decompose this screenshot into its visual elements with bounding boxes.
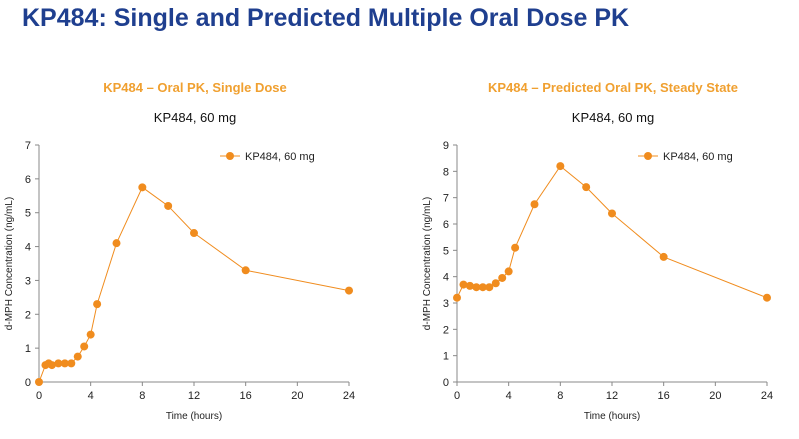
data-point [478,283,487,292]
x-tick-label: 4 [506,390,512,402]
x-axis-label: Time (hours) [166,411,222,422]
slide-title: KP484: Single and Predicted Multiple Ora… [22,4,630,32]
y-tick-label: 4 [443,272,449,284]
data-point [485,283,494,292]
y-axis-label: d-MPH Concentration (ng/mL) [422,197,433,330]
y-tick-label: 7 [25,140,31,152]
data-point [345,286,353,295]
legend-marker [226,152,234,160]
y-tick-label: 9 [443,140,449,152]
data-point [511,243,520,252]
data-point [530,200,539,209]
y-tick-label: 4 [25,242,31,254]
x-tick-label: 12 [188,390,200,402]
x-axis-label: Time (hours) [584,411,640,422]
x-tick-label: 4 [88,390,94,402]
data-point [504,267,513,276]
y-tick-label: 3 [25,275,31,287]
data-point [73,352,82,361]
legend-label: KP484, 60 mg [663,151,733,163]
x-tick-label: 16 [658,390,670,402]
y-tick-label: 5 [443,245,449,257]
x-tick-label: 20 [709,390,721,402]
data-point [35,378,43,386]
data-point [86,330,95,339]
y-tick-label: 1 [25,343,31,355]
data-point [80,342,89,351]
data-point [582,183,591,192]
data-point [54,359,63,368]
data-point [608,209,616,218]
y-tick-label: 6 [25,174,31,186]
data-point [190,229,198,238]
data-point [763,293,771,302]
y-tick-label: 1 [443,351,449,363]
data-point [241,266,250,275]
panel-title: KP484 – Oral PK, Single Dose [103,80,287,95]
data-point [47,361,56,370]
y-tick-label: 6 [443,219,449,231]
x-tick-label: 8 [557,390,563,402]
x-tick-label: 12 [606,390,618,402]
data-point [498,273,507,282]
data-point [67,359,76,368]
data-point [138,183,147,192]
y-tick-label: 2 [443,324,449,336]
data-point [465,281,474,290]
panel-title: KP484 – Predicted Oral PK, Steady State [488,80,738,95]
y-tick-label: 5 [25,208,31,220]
y-tick-label: 0 [443,377,449,389]
x-tick-label: 16 [240,390,252,402]
data-point [60,359,69,368]
chart-panel-single-dose: KP484 – Oral PK, Single Dose KP484, 60 m… [0,72,390,432]
legend-marker [644,152,652,160]
y-tick-label: 0 [25,377,31,389]
data-point [659,252,668,261]
x-tick-label: 8 [139,390,145,402]
data-point [472,283,481,292]
data-point [453,293,461,302]
y-tick-label: 7 [443,193,449,205]
series-line [38,186,350,383]
data-point [459,280,468,289]
data-point [556,162,565,171]
y-tick-label: 2 [25,309,31,321]
data-point [164,201,173,210]
y-tick-label: 3 [443,298,449,310]
legend-label: KP484, 60 mg [245,151,315,163]
x-tick-label: 0 [454,390,460,402]
data-point [112,239,121,248]
data-point [491,279,500,288]
x-tick-label: 24 [761,390,773,402]
y-tick-label: 8 [443,166,449,178]
chart-panel-steady-state: KP484 – Predicted Oral PK, Steady State … [418,72,799,432]
chart-title: KP484, 60 mg [153,110,237,125]
chart-title: KP484, 60 mg [571,110,655,125]
x-tick-label: 0 [36,390,42,402]
x-tick-label: 20 [291,390,303,402]
x-tick-label: 24 [343,390,355,402]
data-point [93,300,102,309]
y-axis-label: d-MPH Concentration (ng/mL) [4,197,15,330]
